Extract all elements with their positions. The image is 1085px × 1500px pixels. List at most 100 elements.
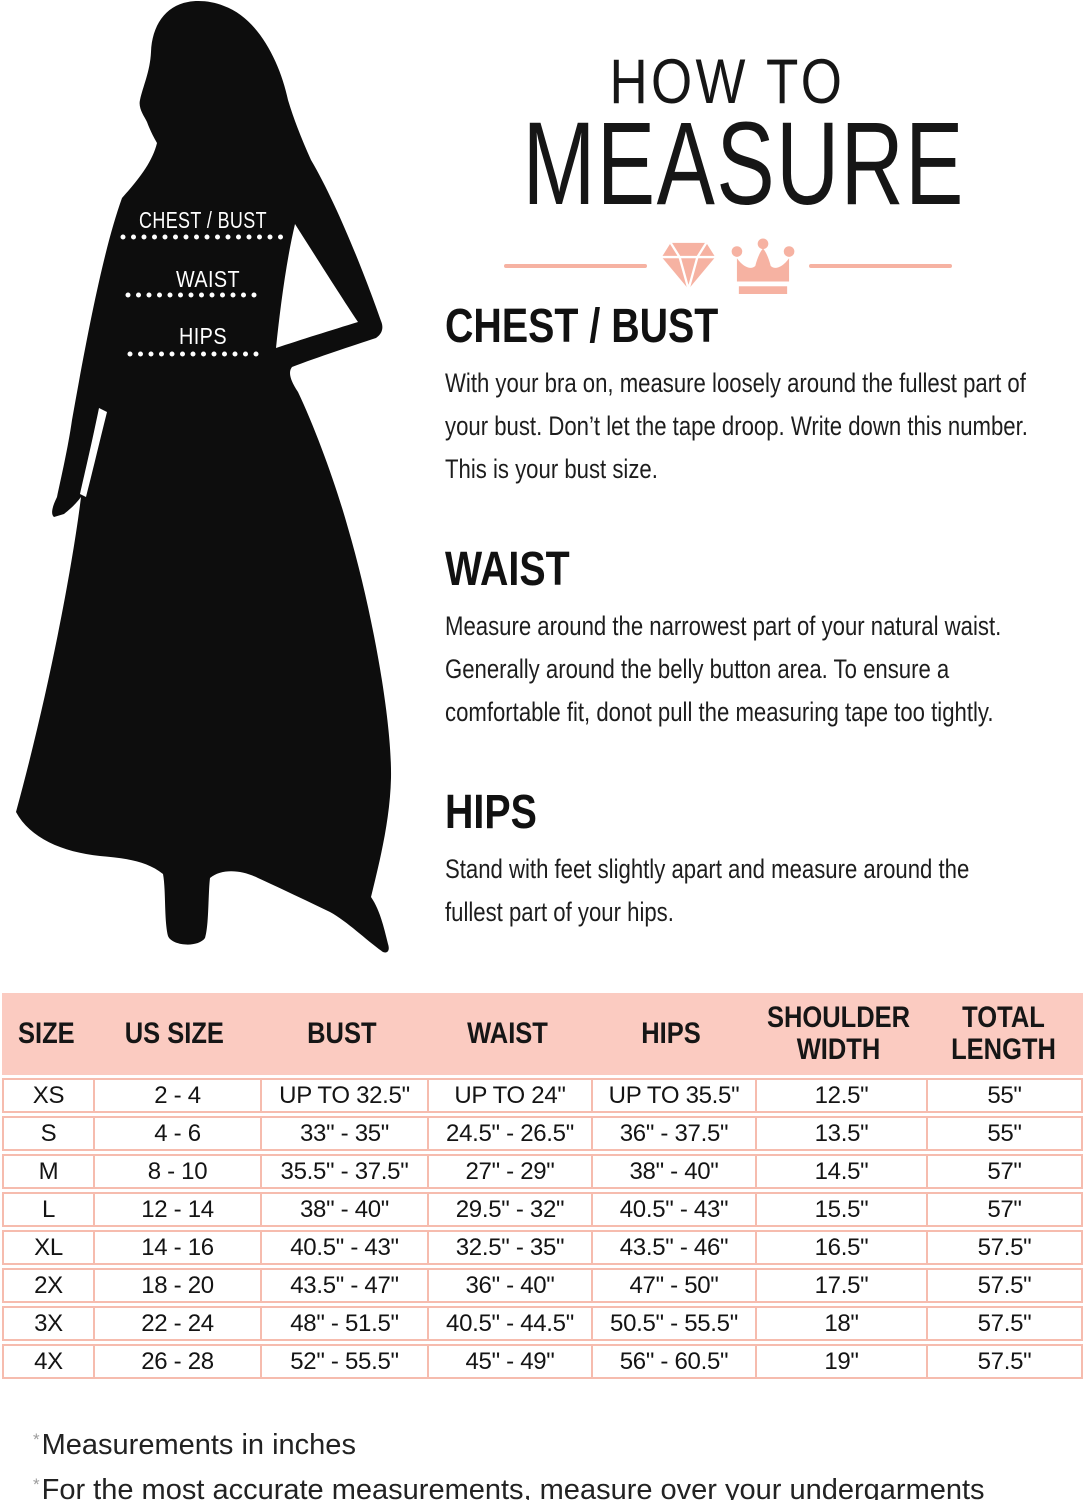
table-cell: UP TO 24": [427, 1080, 591, 1111]
table-cell: 40.5" - 44.5": [427, 1308, 591, 1339]
table-cell: 38" - 40": [591, 1156, 755, 1187]
page-title: HOW TO MEASURE: [445, 47, 1010, 230]
asterisk-marker: *: [33, 1430, 40, 1449]
table-cell: 43.5" - 47": [260, 1270, 427, 1301]
column-header: BUST: [306, 1017, 377, 1050]
table-cell: 4X: [34, 1347, 63, 1375]
table-cell: 17.5": [755, 1270, 926, 1301]
table-cell: 32.5" - 35": [427, 1232, 591, 1263]
section-body: With your bra on, measure loosely around…: [445, 362, 1065, 491]
table-cell: 29.5" - 32": [427, 1194, 591, 1225]
table-cell: 50.5" - 55.5": [591, 1308, 755, 1339]
table-cell: 57.5": [926, 1232, 1081, 1263]
body-line: comfortable fit, donot pull the measurin…: [445, 697, 994, 727]
table-cell: 18": [755, 1308, 926, 1339]
section-waist: WAIST Measure around the narrowest part …: [445, 545, 1065, 734]
arm-gap: [276, 224, 358, 348]
table-cell: XS: [32, 1081, 65, 1109]
size-table-header: SIZE US SIZE BUST WAIST HIPS SHOULDER WI…: [2, 993, 1083, 1075]
table-cell: 15.5": [755, 1194, 926, 1225]
column-header: SHOULDER WIDTH: [766, 1001, 911, 1066]
table-cell: 36" - 40": [427, 1270, 591, 1301]
table-row: S 4 - 6 33" - 35" 24.5" - 26.5" 36" - 37…: [2, 1116, 1083, 1151]
table-cell: M: [38, 1157, 59, 1185]
title-divider: [445, 228, 1010, 304]
arm-side-gap: [80, 408, 107, 497]
body-line: fullest part of your hips.: [445, 897, 674, 927]
table-row: XL 14 - 16 40.5" - 43" 32.5" - 35" 43.5"…: [2, 1230, 1083, 1265]
table-cell: 27" - 29": [427, 1156, 591, 1187]
waist-label: WAIST: [176, 266, 240, 292]
table-cell: 14.5": [755, 1156, 926, 1187]
body-line: Stand with feet slightly apart and measu…: [445, 854, 970, 884]
column-header: US SIZE: [124, 1017, 225, 1050]
table-cell: 4 - 6: [93, 1118, 260, 1149]
table-cell: 56" - 60.5": [591, 1346, 755, 1377]
table-cell: 22 - 24: [93, 1308, 260, 1339]
diamond-icon: [661, 242, 715, 290]
table-cell: 43.5" - 46": [591, 1232, 755, 1263]
column-header: WAIST: [466, 1017, 548, 1050]
column-header: SIZE: [18, 1017, 75, 1050]
body-line: Measure around the narrowest part of you…: [445, 611, 1002, 641]
section-heading: WAIST: [445, 543, 570, 596]
column-header: TOTAL LENGTH: [951, 1001, 1056, 1066]
table-cell: L: [41, 1195, 56, 1223]
table-cell: 57": [926, 1156, 1081, 1187]
section-hips: HIPS Stand with feet slightly apart and …: [445, 788, 1065, 934]
silhouette-body: [16, 1, 392, 953]
section-chest-bust: CHEST / BUST With your bra on, measure l…: [445, 302, 1065, 491]
table-row: 2X 18 - 20 43.5" - 47" 36" - 40" 47" - 5…: [2, 1268, 1083, 1303]
table-cell: 8 - 10: [93, 1156, 260, 1187]
body-line: With your bra on, measure loosely around…: [445, 368, 1026, 398]
hips-label: HIPS: [179, 323, 227, 349]
table-cell: 40.5" - 43": [591, 1194, 755, 1225]
crown-icon: [731, 238, 794, 294]
table-cell: 3X: [34, 1309, 63, 1337]
title-line-1: HOW TO: [609, 47, 846, 117]
table-cell: 2X: [34, 1271, 63, 1299]
section-heading: HIPS: [445, 786, 537, 839]
column-header: HIPS: [641, 1017, 701, 1050]
table-cell: UP TO 32.5": [260, 1080, 427, 1111]
table-row: 3X 22 - 24 48" - 51.5" 40.5" - 44.5" 50.…: [2, 1306, 1083, 1341]
woman-silhouette: CHEST / BUST WAIST HIPS: [0, 0, 400, 960]
instructions: CHEST / BUST With your bra on, measure l…: [445, 302, 1085, 934]
table-cell: 19": [755, 1346, 926, 1377]
table-cell: 35.5" - 37.5": [260, 1156, 427, 1187]
chest-bust-label: CHEST / BUST: [139, 207, 267, 233]
table-cell: 13.5": [755, 1118, 926, 1149]
table-cell: 38" - 40": [260, 1194, 427, 1225]
table-cell: 16.5": [755, 1232, 926, 1263]
table-cell: 55": [926, 1118, 1081, 1149]
table-cell: 14 - 16: [93, 1232, 260, 1263]
section-body: Measure around the narrowest part of you…: [445, 605, 1065, 734]
size-table: XS 2 - 4 UP TO 32.5" UP TO 24" UP TO 35.…: [2, 1078, 1083, 1382]
table-cell: 12.5": [755, 1080, 926, 1111]
table-cell: S: [40, 1119, 57, 1147]
body-line: your bust. Don’t let the tape droop. Wri…: [445, 411, 1028, 441]
footnote-text: Measurements in inches: [41, 1429, 356, 1461]
table-cell: XL: [34, 1233, 63, 1261]
title-line-2: MEASURE: [522, 98, 965, 230]
table-row: 4X 26 - 28 52" - 55.5" 45" - 49" 56" - 6…: [2, 1344, 1083, 1379]
section-heading: CHEST / BUST: [445, 300, 719, 353]
divider-rule-right: [808, 264, 952, 268]
table-cell: 57.5": [926, 1346, 1081, 1377]
footnote-text: For the most accurate measurements, meas…: [41, 1474, 985, 1500]
table-cell: 18 - 20: [93, 1270, 260, 1301]
table-cell: 52" - 55.5": [260, 1346, 427, 1377]
body-line: Generally around the belly button area. …: [445, 654, 950, 684]
table-cell: 2 - 4: [93, 1080, 260, 1111]
table-cell: 26 - 28: [93, 1346, 260, 1377]
table-cell: 57.5": [926, 1270, 1081, 1301]
table-cell: 47" - 50": [591, 1270, 755, 1301]
table-cell: 40.5" - 43": [260, 1232, 427, 1263]
footnotes: *Measurements in inches * For the most ac…: [33, 1420, 985, 1500]
body-line: This is your bust size.: [445, 454, 658, 484]
footnote: *Measurements in inches: [33, 1420, 985, 1465]
table-row: L 12 - 14 38" - 40" 29.5" - 32" 40.5" - …: [2, 1192, 1083, 1227]
table-cell: 55": [926, 1080, 1081, 1111]
woman-silhouette-graphic: CHEST / BUST WAIST HIPS: [16, 1, 392, 953]
table-cell: 57.5": [926, 1308, 1081, 1339]
